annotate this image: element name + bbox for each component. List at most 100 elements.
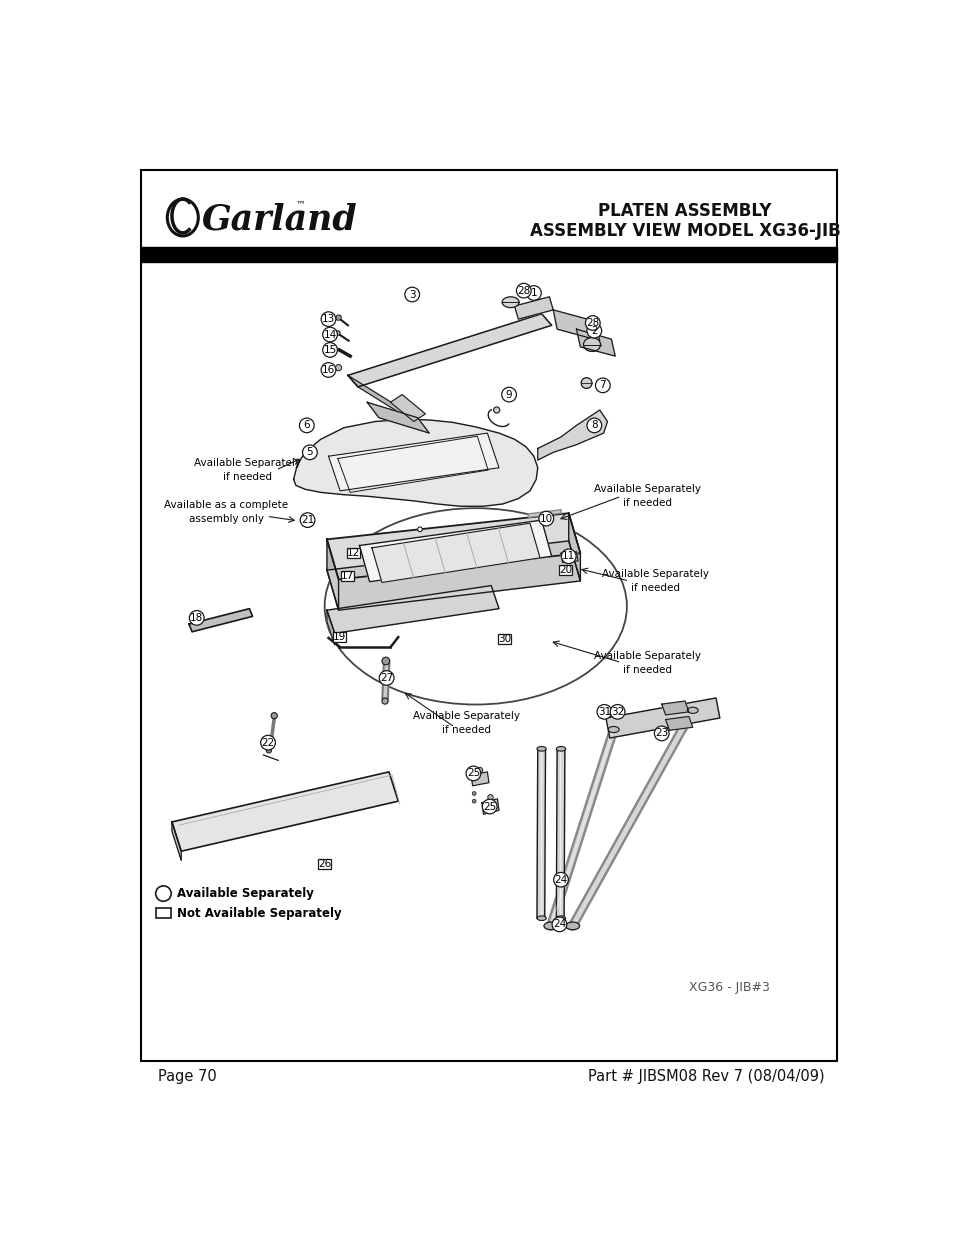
Ellipse shape [583,337,599,352]
Polygon shape [328,433,498,490]
Text: 31: 31 [598,706,610,716]
Circle shape [472,792,476,795]
Circle shape [321,363,335,377]
Circle shape [493,406,499,412]
Text: XG36 - JIB#3: XG36 - JIB#3 [689,981,769,994]
Polygon shape [471,772,488,785]
Circle shape [260,735,275,750]
Polygon shape [327,541,579,610]
Text: 28: 28 [585,317,598,329]
Bar [497,634,511,643]
Text: Available Separately
if needed: Available Separately if needed [193,458,300,482]
Polygon shape [294,419,537,506]
Circle shape [586,324,601,338]
Circle shape [516,283,531,298]
Text: 8: 8 [591,420,597,431]
Text: 20: 20 [558,566,572,576]
Circle shape [379,671,394,685]
Circle shape [595,378,610,393]
Bar [341,571,355,580]
Circle shape [381,657,390,664]
Text: 17: 17 [341,571,355,580]
Bar [346,548,359,558]
Polygon shape [556,748,564,918]
Ellipse shape [501,296,518,308]
Text: 15: 15 [323,345,336,354]
Polygon shape [172,772,397,851]
Text: 10: 10 [539,514,552,524]
Text: 6: 6 [303,420,310,431]
Circle shape [654,726,668,741]
Circle shape [585,316,599,330]
Circle shape [404,288,419,301]
Text: 28: 28 [517,285,530,295]
Ellipse shape [686,708,698,714]
Text: 21: 21 [300,515,314,525]
Text: 30: 30 [497,634,511,643]
Text: 14: 14 [323,330,336,340]
Circle shape [501,388,516,401]
Text: 32: 32 [610,706,623,716]
Text: Available Separately
if needed: Available Separately if needed [413,710,519,735]
Circle shape [335,315,341,320]
Polygon shape [605,698,720,739]
Ellipse shape [565,923,579,930]
Text: 26: 26 [317,860,331,869]
Ellipse shape [608,726,618,732]
Polygon shape [665,716,692,730]
Text: 3: 3 [409,289,416,300]
Text: 25: 25 [482,802,496,811]
Ellipse shape [537,746,546,751]
Bar [558,566,572,576]
Text: 27: 27 [379,673,393,683]
Text: Available Separately
if needed: Available Separately if needed [594,484,700,509]
Polygon shape [560,552,578,562]
Text: 7: 7 [598,380,605,390]
Circle shape [335,364,341,370]
Circle shape [553,872,568,887]
Polygon shape [327,585,498,634]
Text: 18: 18 [190,613,203,622]
Ellipse shape [537,916,546,920]
Bar [141,247,836,262]
Circle shape [322,327,337,342]
Text: 22: 22 [261,737,274,747]
Circle shape [266,747,272,753]
Text: Garland: Garland [201,203,356,237]
Text: ™: ™ [294,199,305,210]
Text: 25: 25 [466,768,479,778]
Text: ASSEMBLY VIEW MODEL XG36-JIB: ASSEMBLY VIEW MODEL XG36-JIB [529,222,840,241]
Text: 11: 11 [561,551,575,561]
Text: 1: 1 [530,288,537,298]
Bar [155,908,171,918]
Polygon shape [327,610,335,645]
Circle shape [466,766,480,781]
Polygon shape [481,799,498,814]
Circle shape [335,331,340,336]
Polygon shape [537,410,607,461]
Circle shape [381,698,388,704]
Polygon shape [348,375,414,421]
Text: Available Separately
if needed: Available Separately if needed [601,569,708,593]
Text: Available Separately: Available Separately [177,887,314,900]
Ellipse shape [556,746,565,751]
Circle shape [322,342,337,357]
Ellipse shape [556,916,565,920]
Circle shape [560,550,576,563]
Text: 5: 5 [306,447,313,457]
Polygon shape [568,514,579,580]
Text: Page 70: Page 70 [158,1068,216,1083]
Circle shape [190,610,204,625]
Polygon shape [514,296,553,319]
Polygon shape [661,701,688,715]
Polygon shape [390,395,425,421]
Text: 12: 12 [346,548,359,558]
Polygon shape [367,403,429,433]
Circle shape [538,511,553,526]
Text: PLATEN ASSEMBLY: PLATEN ASSEMBLY [598,203,771,220]
Text: 16: 16 [321,366,335,375]
Polygon shape [327,540,338,610]
Circle shape [476,767,482,773]
Text: Not Available Separately: Not Available Separately [177,906,341,920]
Circle shape [472,799,476,803]
